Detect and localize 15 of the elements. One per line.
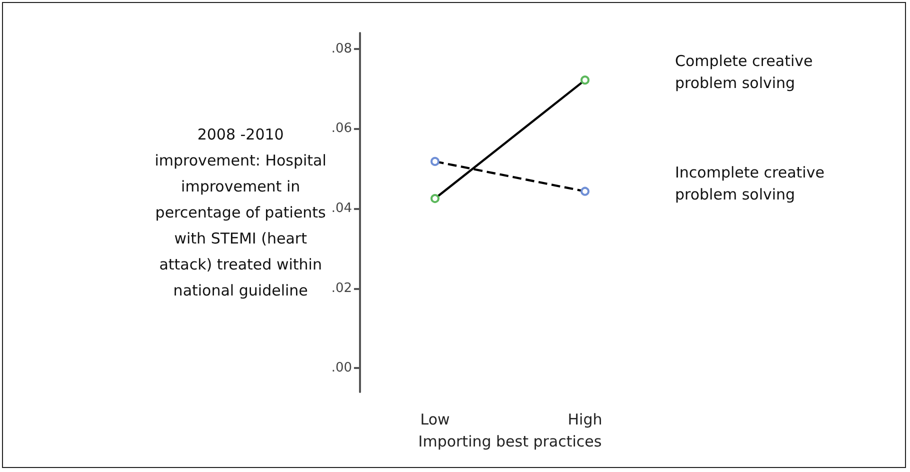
y-tick-label: .08: [331, 41, 352, 56]
point: [580, 186, 590, 196]
y-tick-label: .02: [331, 280, 352, 296]
x-tick-label: Low: [420, 410, 450, 428]
text: Incomplete creative problem solving: [675, 163, 830, 204]
x-axis-title: Importing best practices: [418, 432, 602, 450]
point: [580, 76, 590, 85]
text: Complete creative problem solving: [675, 52, 818, 92]
y-axis-title: 2008 -2010 improvement: Hospital improvement in percentage of patients with STEMI (heart attack) treated within national guideline: [154, 126, 326, 300]
y-tick-label: .06: [331, 121, 352, 136]
x-tick-label: High: [568, 410, 602, 428]
point: [430, 156, 440, 166]
y-tick-label: .00: [331, 360, 352, 376]
point: [430, 194, 440, 204]
y-tick-label: .04: [331, 201, 352, 216]
